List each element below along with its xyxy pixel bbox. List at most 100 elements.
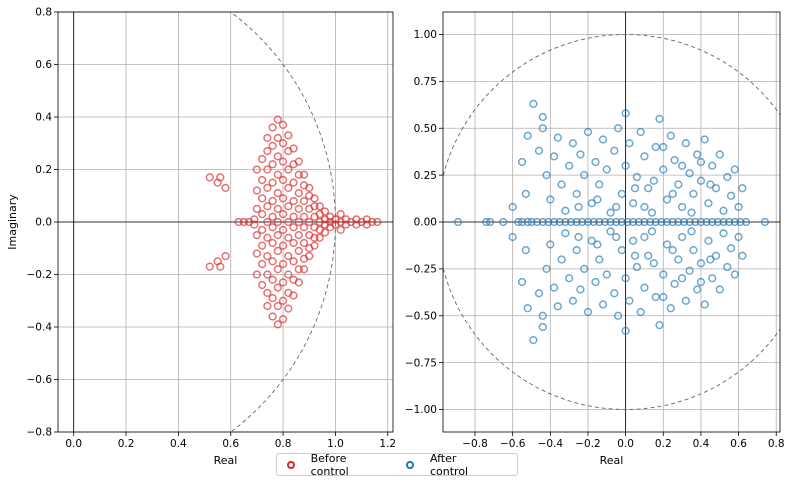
right-point-88 (587, 236, 596, 245)
left-ylabel: Imaginary (6, 194, 19, 250)
right-point-77 (568, 139, 578, 148)
left-point-105 (299, 212, 309, 221)
right-point-65 (546, 195, 555, 204)
right-point-69 (553, 133, 562, 142)
right-point-174 (630, 251, 640, 260)
right-point-99 (610, 146, 619, 155)
right-point-159 (719, 206, 728, 215)
right-point-15 (572, 217, 581, 227)
right-point-189 (696, 157, 706, 167)
left-point-47 (268, 293, 277, 303)
right-xtick-label-2: −0.4 (538, 438, 564, 450)
left-xlabel: Real (214, 454, 238, 467)
right-point-85 (583, 127, 593, 137)
left-point-133 (320, 207, 330, 216)
left-point-21 (257, 194, 267, 203)
right-point-36 (691, 217, 700, 227)
right-point-170 (738, 251, 747, 260)
right-point-32 (668, 217, 677, 227)
right-point-59 (538, 124, 547, 133)
legend-item-before: Before control (287, 452, 380, 478)
right-point-112 (629, 236, 638, 245)
right-point-145 (693, 150, 702, 159)
right-point-191 (593, 195, 602, 204)
left-point-18 (252, 270, 262, 279)
left-point-118 (305, 183, 314, 193)
left-xtick-label-6: 1.2 (379, 438, 396, 450)
left-point-39 (268, 223, 277, 232)
left-point-26 (257, 280, 267, 290)
right-point-94 (598, 300, 608, 309)
left-point-51 (273, 204, 282, 214)
right-point-157 (715, 150, 724, 159)
right-point-22 (612, 217, 621, 227)
right-point-61 (538, 112, 547, 122)
right-xtick-label-7: 0.6 (730, 438, 747, 450)
right-point-72 (557, 255, 566, 264)
right-point-142 (685, 266, 694, 275)
right-point-186 (677, 274, 687, 283)
left-point-142 (336, 225, 345, 235)
right-point-11 (549, 217, 559, 227)
left-point-38 (268, 212, 277, 221)
left-ytick-label-4: 0.0 (35, 217, 52, 229)
right-panel: −0.8 −0.6 −0.4 −0.2 0.0 0.2 0.4 0.6 0.8 −1.00 −0.7… (405, 11, 785, 467)
left-point-65 (278, 194, 288, 203)
left-ytick-label-0: −0.8 (27, 427, 53, 439)
left-xtick-label-2: 0.4 (170, 438, 187, 450)
left-point-112 (299, 265, 309, 274)
left-point-107 (299, 196, 309, 206)
right-unit-circle (443, 34, 780, 410)
right-point-56 (508, 232, 517, 242)
left-point-13 (252, 204, 262, 214)
right-point-143 (689, 189, 698, 199)
right-point-60 (538, 311, 547, 320)
legend-label-after: After control (429, 451, 469, 478)
right-point-177 (668, 189, 677, 199)
right-point-179 (687, 208, 696, 217)
right-point-102 (613, 311, 623, 320)
right-point-18 (589, 217, 598, 227)
left-point-123 (310, 233, 319, 242)
right-point-62 (538, 322, 547, 332)
left-point-130 (315, 233, 324, 242)
right-point-26 (634, 217, 643, 227)
left-point-91 (289, 257, 298, 266)
right-point-48 (529, 335, 538, 345)
left-point-37 (263, 301, 272, 311)
right-ytick-label-3: −0.25 (405, 264, 437, 276)
left-xtick-label-5: 1.0 (327, 438, 344, 450)
right-point-33 (674, 217, 683, 227)
right-point-129 (662, 195, 672, 204)
right-xtick-label-0: −0.8 (462, 438, 488, 450)
right-point-1 (482, 217, 491, 227)
left-point-2 (216, 173, 225, 182)
right-point-111 (629, 199, 638, 208)
left-point-9 (239, 217, 248, 227)
right-point-171 (612, 202, 621, 212)
left-point-6 (216, 262, 225, 271)
left-point-53 (273, 188, 282, 198)
right-point-135 (674, 180, 683, 189)
left-ytick-label-1: −0.6 (27, 374, 53, 386)
left-point-64 (278, 225, 288, 235)
right-point-161 (723, 172, 732, 182)
right-point-108 (621, 274, 630, 283)
right-point-133 (670, 155, 679, 165)
right-point-158 (715, 285, 724, 294)
left-point-103 (294, 157, 303, 166)
left-point-57 (273, 152, 282, 161)
left-point-11 (250, 215, 259, 224)
left-point-16 (252, 249, 262, 258)
right-point-80 (572, 245, 581, 255)
right-point-132 (666, 304, 675, 313)
right-ytick-label-8: 1.00 (414, 29, 437, 41)
right-ytick-label-7: 0.75 (414, 76, 437, 88)
right-point-21 (606, 217, 615, 227)
right-ytick-label-1: −0.75 (405, 357, 437, 369)
left-point-81 (284, 270, 293, 279)
left-point-84 (284, 131, 293, 140)
left-point-46 (268, 141, 277, 151)
right-point-103 (617, 189, 627, 199)
